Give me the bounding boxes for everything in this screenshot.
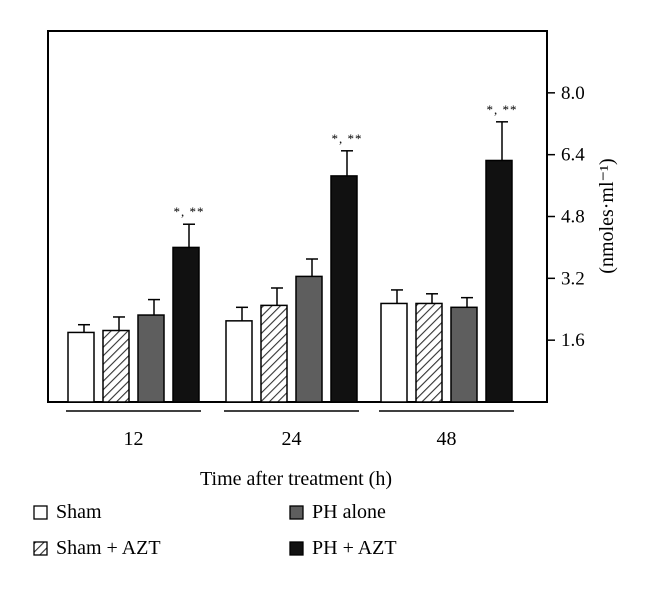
y-axis-ticks: 1.6 3.2 4.8 6.4 8.0: [547, 83, 585, 351]
x-axis-title: Time after treatment (h): [200, 468, 392, 490]
legend-label: Sham + AZT: [56, 537, 161, 559]
legend-swatch: [33, 541, 48, 556]
y-tick-label: 1.6: [561, 330, 585, 351]
y-tick-label: 6.4: [561, 145, 585, 166]
bar: [172, 246, 200, 403]
y-axis-title: (nmoles·ml⁻¹): [596, 158, 618, 273]
significance-labels: *, ** *, ** *, **: [174, 102, 518, 219]
bar: [380, 302, 408, 403]
bar: [260, 304, 288, 403]
legend-label: PH alone: [312, 501, 386, 523]
bar: [225, 320, 253, 403]
legend-label: PH + AZT: [312, 537, 397, 559]
legend-swatch: [289, 505, 304, 520]
bar: [137, 314, 165, 403]
significance-label: *, **: [174, 204, 205, 219]
bar: [67, 331, 95, 403]
significance-label: *, **: [487, 102, 518, 117]
significance-label: *, **: [332, 131, 363, 146]
bar: [415, 302, 443, 403]
category-groups: 12 24 48: [66, 410, 514, 450]
y-tick-label: 4.8: [561, 207, 585, 228]
legend-swatch: [289, 541, 304, 556]
bar: [330, 175, 358, 403]
error-bars: [78, 121, 508, 333]
y-tick-label: 8.0: [561, 83, 585, 104]
legend-swatch: [33, 505, 48, 520]
bar: [295, 275, 323, 403]
bars: [67, 159, 513, 403]
bar: [485, 159, 513, 403]
category-label: 24: [282, 428, 302, 450]
legend-label: Sham: [56, 501, 102, 523]
legend: Sham Sham + AZT PH alone PH + AZT: [33, 501, 397, 559]
bar: [102, 329, 130, 403]
category-label: 48: [437, 428, 457, 450]
category-label: 12: [124, 428, 144, 450]
y-tick-label: 3.2: [561, 268, 585, 289]
bar: [450, 306, 478, 403]
